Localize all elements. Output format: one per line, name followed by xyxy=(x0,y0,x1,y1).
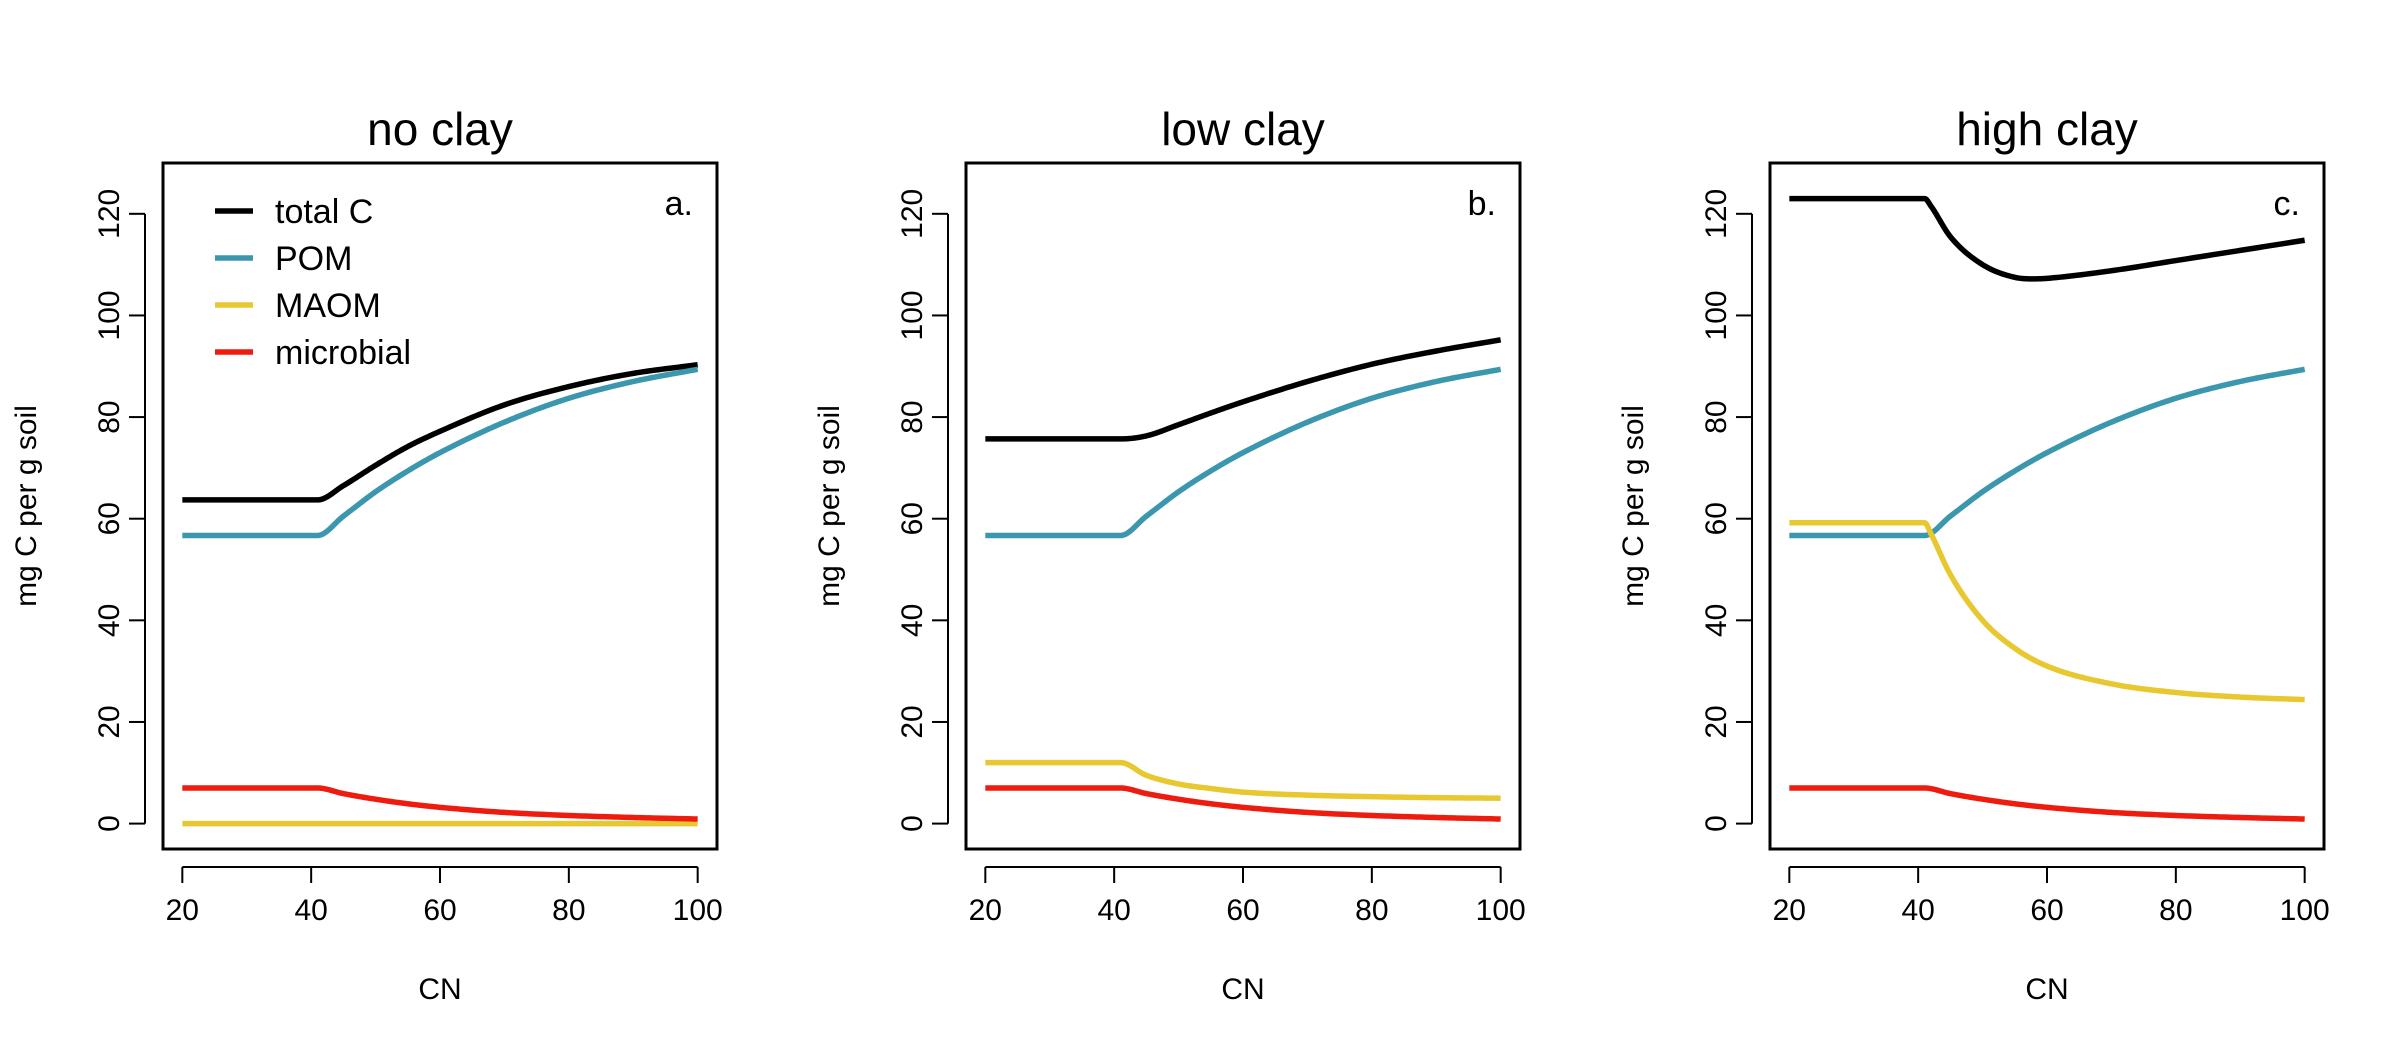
x-tick-label: 100 xyxy=(673,894,723,927)
y-tick-label: 120 xyxy=(93,189,126,239)
x-axis-title: CN xyxy=(2025,973,2068,1006)
x-tick-label: 40 xyxy=(1097,894,1130,927)
x-tick-label: 100 xyxy=(2280,894,2330,927)
panel-no-clay: no clay a. 20 40 60 80 100 CN 0 20 40 60 80 100 120 mg … xyxy=(10,103,723,1006)
panel-title: no clay xyxy=(367,103,513,155)
y-tick-label: 120 xyxy=(1700,189,1733,239)
y-axis-title: mg C per g soil xyxy=(1617,405,1650,607)
series-line-maom xyxy=(985,759,1501,801)
y-tick-label: 20 xyxy=(896,705,929,738)
y-tick-label: 100 xyxy=(896,290,929,340)
y-tick-label: 80 xyxy=(896,400,929,433)
legend-label-pom: POM xyxy=(275,240,352,278)
x-tick-label: 60 xyxy=(423,894,456,927)
y-tick-label: 40 xyxy=(896,604,929,637)
y-tick-label: 40 xyxy=(93,604,126,637)
legend-label-total-c: total C xyxy=(275,193,373,231)
y-tick-label: 60 xyxy=(896,502,929,535)
y-tick-label: 0 xyxy=(1700,815,1733,832)
panel-letter: c. xyxy=(2274,185,2300,223)
plot-frame xyxy=(161,161,719,851)
panel-low-clay: low clay b. 20 40 60 80 100 CN 0 20 40 60 80 100 120 mg… xyxy=(813,103,1526,1006)
x-tick-label: 100 xyxy=(1476,894,1526,927)
panel-letter: a. xyxy=(665,185,693,223)
x-tick-label: 20 xyxy=(969,894,1002,927)
x-tick-label: 80 xyxy=(2159,894,2192,927)
x-tick-label: 80 xyxy=(552,894,585,927)
y-tick-label: 80 xyxy=(1700,400,1733,433)
series-line-total-c xyxy=(1789,195,2306,282)
legend: total C POM MAOM microbial xyxy=(215,193,411,372)
legend-label-microbial: microbial xyxy=(275,334,411,372)
series-line-pom xyxy=(182,366,699,539)
x-tick-label: 80 xyxy=(1355,894,1388,927)
x-tick-label: 20 xyxy=(1773,894,1806,927)
y-tick-label: 60 xyxy=(93,502,126,535)
x-axis-title: CN xyxy=(418,973,461,1006)
series-line-maom xyxy=(1789,520,2305,703)
series-line-pom xyxy=(1789,366,2306,539)
panel-letter: b. xyxy=(1468,185,1496,223)
y-tick-label: 100 xyxy=(1700,290,1733,340)
x-tick-label: 40 xyxy=(1901,894,1934,927)
panel-title: high clay xyxy=(1956,103,2138,155)
y-tick-label: 0 xyxy=(93,815,126,832)
y-tick-label: 80 xyxy=(93,400,126,433)
series-line-total-c xyxy=(182,362,699,503)
plot-frame xyxy=(964,161,1522,851)
x-tick-label: 20 xyxy=(166,894,199,927)
panel-high-clay: high clay c. 20 40 60 80 100 CN 0 20 40 60 80 100 120 m… xyxy=(1617,103,2330,1006)
legend-label-maom: MAOM xyxy=(275,287,381,325)
series-line-microbial xyxy=(182,785,698,822)
series-line-total-c xyxy=(985,337,1502,442)
y-axis-title: mg C per g soil xyxy=(10,405,43,607)
x-tick-label: 60 xyxy=(2030,894,2063,927)
series-line-pom xyxy=(985,366,1502,539)
y-tick-label: 60 xyxy=(1700,502,1733,535)
y-tick-label: 20 xyxy=(1700,705,1733,738)
y-tick-label: 40 xyxy=(1700,604,1733,637)
series-line-microbial xyxy=(985,785,1501,822)
x-tick-label: 40 xyxy=(294,894,327,927)
y-tick-label: 0 xyxy=(896,815,929,832)
x-tick-label: 60 xyxy=(1226,894,1259,927)
panel-title: low clay xyxy=(1161,103,1325,155)
y-axis-title: mg C per g soil xyxy=(813,405,846,607)
y-tick-label: 20 xyxy=(93,705,126,738)
x-axis-title: CN xyxy=(1221,973,1264,1006)
y-tick-label: 100 xyxy=(93,290,126,340)
y-tick-label: 120 xyxy=(896,189,929,239)
series-line-microbial xyxy=(1789,785,2305,822)
plot-frame xyxy=(1768,161,2326,851)
